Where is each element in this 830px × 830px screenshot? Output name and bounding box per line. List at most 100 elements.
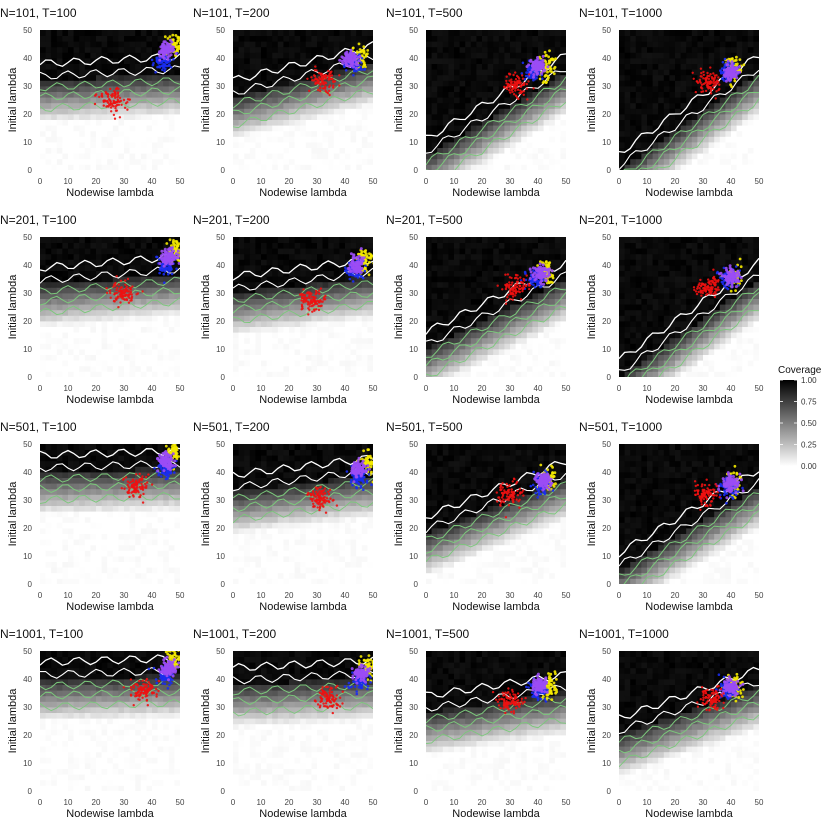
x-axis-label: Nodewise lambda <box>452 394 540 406</box>
series-red-points <box>122 677 161 707</box>
y-tick-label: 0 <box>221 166 226 175</box>
x-tick-label: 20 <box>478 384 487 393</box>
x-tick-label: 50 <box>176 591 185 600</box>
x-tick-label: 20 <box>92 177 101 186</box>
y-tick-label: 0 <box>607 166 612 175</box>
x-tick-label: 40 <box>148 798 157 807</box>
x-tick-label: 0 <box>424 177 429 186</box>
x-tick-label: 10 <box>64 384 73 393</box>
x-tick-label: 0 <box>231 384 236 393</box>
plot-area <box>40 651 180 791</box>
y-tick-label: 40 <box>23 468 32 477</box>
y-axis-label: Initial lambda <box>200 688 212 754</box>
x-tick-label: 20 <box>478 177 487 186</box>
plot-area <box>619 237 759 377</box>
x-axis-label: Nodewise lambda <box>645 601 733 613</box>
y-tick-label: 20 <box>23 524 32 533</box>
series-red-points <box>693 478 721 511</box>
x-axis-label: Nodewise lambda <box>645 394 733 406</box>
series-red-points <box>313 684 344 715</box>
x-tick-label: 20 <box>671 591 680 600</box>
x-tick-label: 30 <box>313 177 322 186</box>
x-tick-label: 0 <box>617 591 622 600</box>
y-tick-label: 20 <box>409 731 418 740</box>
x-tick-label: 40 <box>148 177 157 186</box>
legend-tick-label: 0.50 <box>801 419 817 428</box>
y-axis-label: Initial lambda <box>7 274 19 340</box>
panel-title: N=1001, T=1000 <box>579 627 669 641</box>
y-tick-label: 10 <box>602 759 611 768</box>
x-tick-label: 30 <box>120 177 129 186</box>
y-tick-label: 20 <box>602 524 611 533</box>
y-tick-label: 40 <box>216 54 225 63</box>
y-tick-label: 0 <box>28 373 33 382</box>
y-tick-label: 20 <box>23 110 32 119</box>
y-tick-label: 0 <box>414 373 419 382</box>
series-purple-points <box>533 472 554 492</box>
series-purple-points <box>346 247 366 275</box>
y-tick-label: 20 <box>23 317 32 326</box>
x-tick-label: 0 <box>38 384 43 393</box>
y-tick-label: 50 <box>409 647 418 656</box>
panel-title: N=201, T=1000 <box>579 213 663 227</box>
series-purple-points <box>157 38 178 62</box>
y-tick-label: 40 <box>602 261 611 270</box>
plot-area <box>233 651 373 791</box>
x-tick-label: 10 <box>257 384 266 393</box>
series-purple-points <box>718 264 743 289</box>
x-axis-label: Nodewise lambda <box>452 601 540 613</box>
y-axis-label: Initial lambda <box>393 67 405 133</box>
y-tick-label: 30 <box>216 703 225 712</box>
x-tick-label: 50 <box>755 798 764 807</box>
x-tick-label: 0 <box>617 177 622 186</box>
legend-tick-label: 0.25 <box>801 441 817 450</box>
series-red-points <box>491 687 527 715</box>
y-tick-label: 10 <box>602 345 611 354</box>
y-tick-label: 10 <box>602 138 611 147</box>
x-tick-label: 20 <box>285 591 294 600</box>
y-tick-label: 10 <box>23 138 32 147</box>
panel: N=501, T=200 0 10 20 30 40 50 0 10 20 30 40 50 Nodewi… <box>193 420 378 613</box>
x-tick-label: 20 <box>285 798 294 807</box>
x-axis-label: Nodewise lambda <box>66 601 154 613</box>
x-tick-label: 0 <box>617 384 622 393</box>
y-tick-label: 40 <box>23 54 32 63</box>
y-axis-label: Initial lambda <box>393 274 405 340</box>
series-red-points <box>696 684 725 712</box>
plot-area <box>619 444 759 584</box>
y-tick-label: 30 <box>216 289 225 298</box>
y-tick-label: 50 <box>216 26 225 35</box>
y-tick-label: 30 <box>23 496 32 505</box>
y-tick-label: 20 <box>409 524 418 533</box>
panel-title: N=1001, T=100 <box>0 627 84 641</box>
x-tick-label: 20 <box>671 798 680 807</box>
x-tick-label: 0 <box>617 798 622 807</box>
series-red-points <box>495 477 525 519</box>
plot-area <box>40 237 180 377</box>
x-tick-label: 10 <box>643 798 652 807</box>
panels-layer: N=101, T=1000 10 20 30 40 50 0 10 20 30 40 50 Nodewi… <box>0 6 764 820</box>
x-tick-label: 0 <box>38 177 43 186</box>
x-tick-label: 10 <box>64 798 73 807</box>
y-tick-label: 20 <box>602 731 611 740</box>
y-tick-label: 30 <box>409 82 418 91</box>
y-tick-label: 20 <box>216 110 225 119</box>
series-purple-points <box>722 59 742 83</box>
panel-title: N=101, T=1000 <box>579 6 663 20</box>
y-tick-label: 40 <box>216 468 225 477</box>
y-tick-label: 10 <box>23 345 32 354</box>
y-tick-label: 50 <box>602 233 611 242</box>
series-red-points <box>692 268 720 299</box>
x-axis-label: Nodewise lambda <box>259 808 347 820</box>
panel: N=1001, T=200 0 10 20 30 40 50 0 10 20 30 40 50 Nodew… <box>193 627 378 820</box>
x-tick-label: 30 <box>313 798 322 807</box>
x-tick-label: 40 <box>534 384 543 393</box>
x-tick-label: 30 <box>506 798 515 807</box>
x-tick-label: 10 <box>450 177 459 186</box>
x-tick-label: 10 <box>257 798 266 807</box>
series-red-points <box>93 86 131 120</box>
x-axis-label: Nodewise lambda <box>452 187 540 199</box>
y-tick-label: 30 <box>602 703 611 712</box>
y-axis-label: Initial lambda <box>393 481 405 547</box>
panel: N=501, T=100 0 10 20 30 40 50 0 10 20 30 40 50 Nodewi… <box>0 420 185 613</box>
